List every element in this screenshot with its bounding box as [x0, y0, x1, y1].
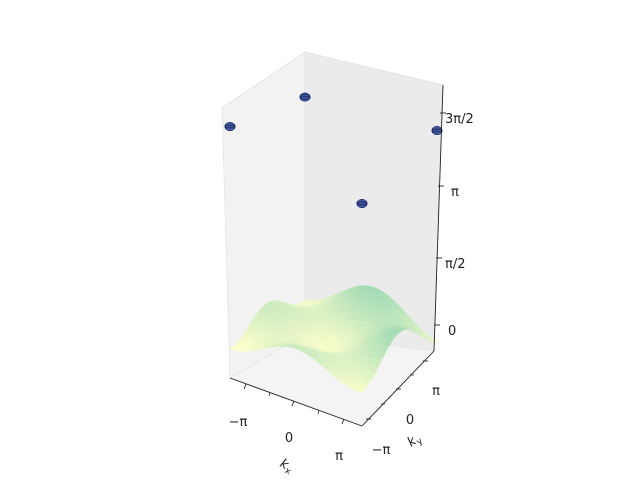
y-axis-line: [361, 350, 435, 427]
x-tick-label: π: [335, 449, 343, 464]
x-tick-label: 0: [285, 431, 293, 446]
axis-lines: [229, 84, 444, 427]
x-axis-line: [229, 377, 363, 427]
markers: [224, 92, 443, 209]
surface: [229, 285, 438, 393]
marker: [431, 126, 443, 136]
surface-facet: [301, 300, 312, 304]
z-tick-label: π: [451, 185, 459, 200]
y-ticks: −π 0 π ky: [366, 360, 440, 458]
x-tick: [243, 383, 247, 390]
x-axis-label-sub: x: [283, 466, 293, 478]
z-axis-line: [433, 84, 444, 352]
z-tick-label: 0: [448, 324, 456, 339]
x-tick: [341, 418, 345, 425]
x-minor-tick: [268, 391, 271, 397]
y-tick-label: π: [432, 384, 440, 399]
marker: [224, 122, 236, 132]
y-tick-label: −π: [372, 443, 391, 458]
x-minor-tick: [317, 409, 320, 415]
x-ticks: −π 0 π kx: [229, 383, 345, 478]
marker: [356, 199, 368, 209]
x-tick-label: −π: [229, 415, 248, 430]
x-axis-label: kx: [276, 456, 296, 477]
y-axis-label: ky: [405, 430, 426, 452]
z-tick-label: π/2: [445, 257, 465, 272]
z-ticks: 0 π/2 π 3π/2: [434, 112, 474, 339]
x-tick: [291, 400, 295, 407]
y-axis-label-sub: y: [415, 436, 426, 448]
marker: [299, 92, 311, 102]
y-tick-label: 0: [406, 413, 414, 428]
z-tick-label: 3π/2: [445, 112, 474, 127]
